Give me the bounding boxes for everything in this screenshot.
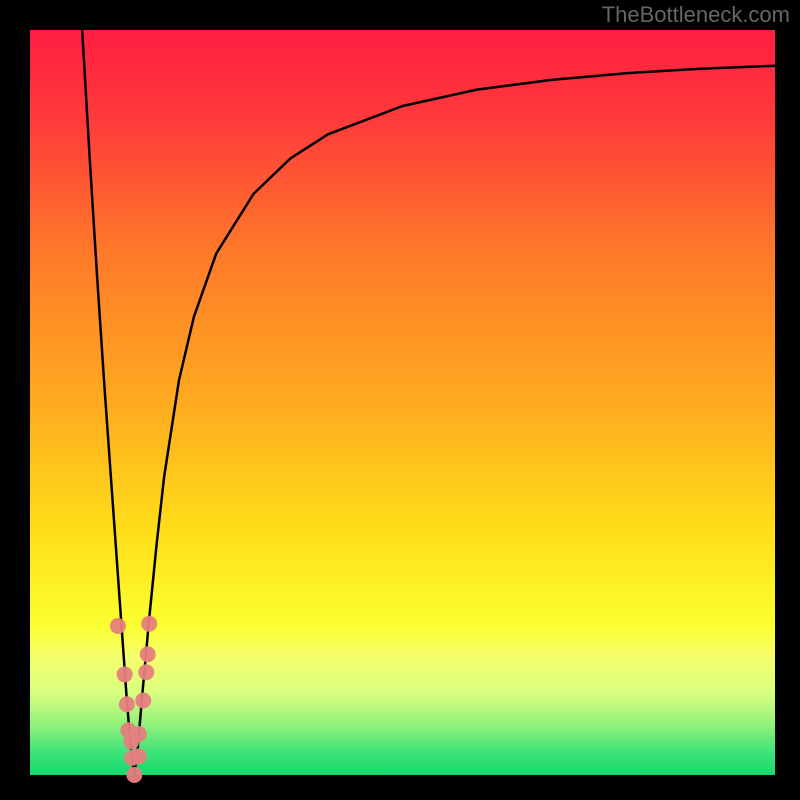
plot-background xyxy=(30,30,775,775)
marker-point xyxy=(135,693,151,709)
marker-point xyxy=(131,726,147,742)
marker-point xyxy=(138,664,154,680)
marker-point xyxy=(119,696,135,712)
marker-point xyxy=(131,748,147,764)
marker-point xyxy=(117,666,133,682)
marker-point xyxy=(140,646,156,662)
watermark-text: TheBottleneck.com xyxy=(602,2,790,28)
marker-point xyxy=(141,616,157,632)
marker-point xyxy=(110,618,126,634)
bottleneck-chart xyxy=(0,0,800,800)
marker-point xyxy=(126,767,142,783)
